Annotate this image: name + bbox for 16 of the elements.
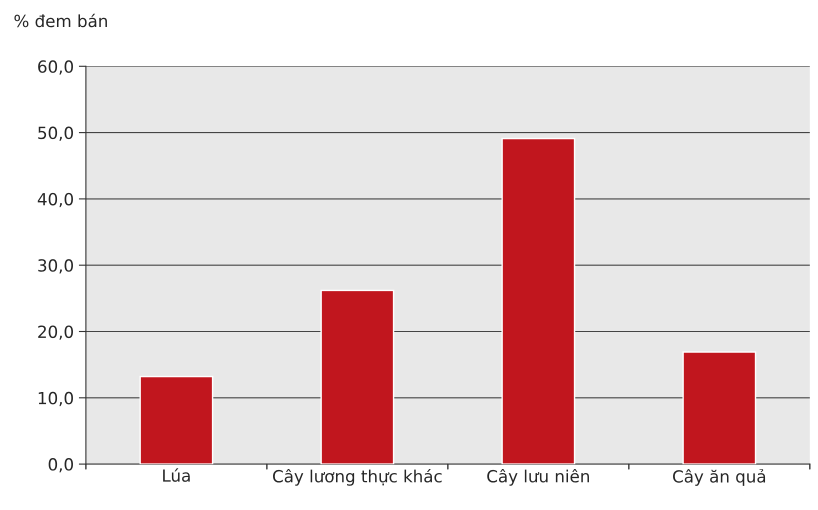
y-tick-label: 60,0 [38,60,73,75]
y-axis-title: % đem bán [14,14,107,28]
x-tick-label: Cây ăn quả [673,468,766,486]
x-tick-label: Cây lương thực khác [273,468,442,486]
y-tick-label: 10,0 [38,392,73,406]
y-tick-label: 40,0 [38,192,73,208]
y-tick-label: 20,0 [38,325,73,340]
bar [501,138,576,464]
y-tick-label: 0,0 [48,458,73,472]
bar [139,376,214,464]
y-tick-label: 30,0 [38,259,73,274]
y-tick-label: 50,0 [38,126,73,141]
bar [320,290,394,464]
bar [682,351,756,464]
x-tick-label: Cây lưu niên [487,468,589,486]
x-tick-label: Lúa [163,468,190,482]
